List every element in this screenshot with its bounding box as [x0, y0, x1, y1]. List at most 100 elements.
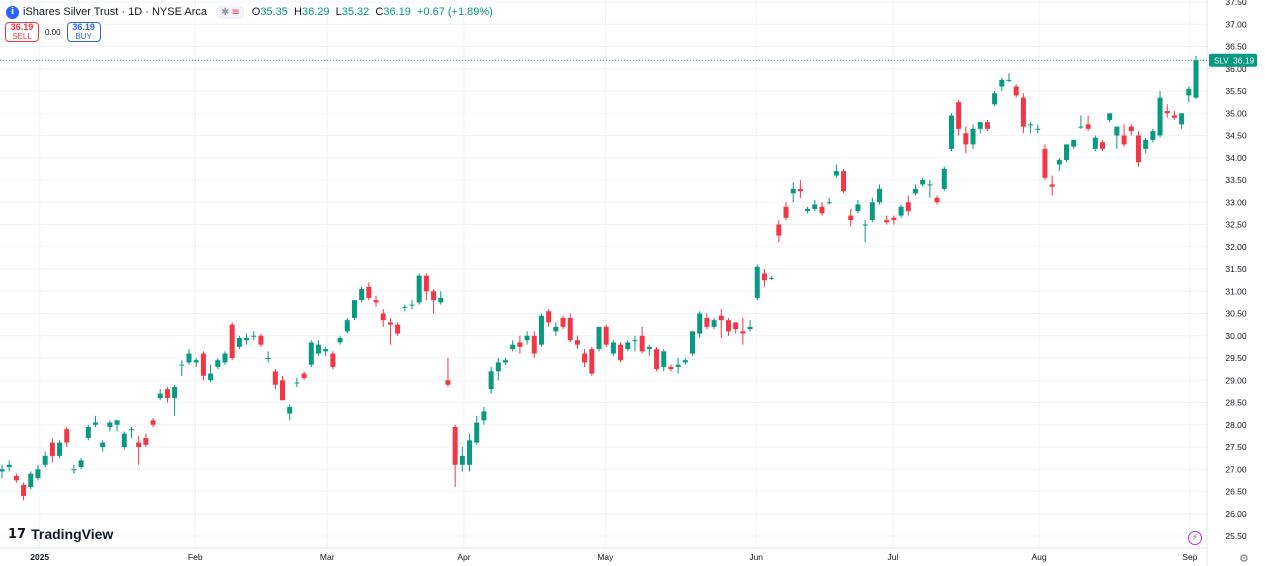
symbol-title[interactable]: iShares Silver Trust · 1D · NYSE Arca [23, 6, 207, 18]
candle[interactable] [610, 340, 616, 356]
candle[interactable] [1049, 175, 1055, 196]
candle[interactable] [704, 313, 710, 330]
candle[interactable] [841, 168, 847, 194]
candle[interactable] [956, 99, 962, 136]
candle[interactable] [546, 309, 552, 327]
candle[interactable] [502, 358, 508, 365]
candle[interactable] [711, 317, 717, 330]
candle[interactable] [848, 208, 854, 227]
candle[interactable] [797, 180, 803, 198]
candle[interactable] [459, 447, 465, 472]
candle[interactable] [898, 204, 904, 218]
candle[interactable] [805, 206, 811, 214]
flash-icon[interactable]: ⚡ [1188, 531, 1202, 545]
candle[interactable] [359, 286, 365, 303]
candle[interactable] [28, 471, 34, 490]
candle[interactable] [251, 331, 257, 341]
candle[interactable] [294, 378, 300, 387]
candle[interactable] [884, 215, 890, 225]
candle[interactable] [431, 289, 437, 314]
candle[interactable] [1114, 126, 1120, 149]
candle[interactable] [495, 358, 501, 381]
candle[interactable] [538, 313, 544, 347]
candle[interactable] [244, 333, 250, 345]
candle[interactable] [668, 364, 674, 372]
candle[interactable] [725, 317, 731, 336]
candle[interactable] [258, 333, 264, 347]
candle[interactable] [136, 435, 142, 465]
candle[interactable] [474, 415, 480, 445]
candle[interactable] [179, 360, 185, 376]
candle[interactable] [481, 406, 487, 425]
candle[interactable] [157, 389, 163, 401]
candle[interactable] [1107, 113, 1113, 123]
candle[interactable] [1064, 144, 1070, 163]
candle[interactable] [1164, 104, 1170, 118]
candle[interactable] [107, 420, 113, 432]
candle[interactable] [315, 340, 321, 356]
candle[interactable] [409, 300, 415, 310]
candle[interactable] [1186, 86, 1192, 103]
candle[interactable] [265, 351, 271, 363]
candle[interactable] [654, 346, 660, 372]
candle[interactable] [582, 349, 588, 367]
candle[interactable] [57, 440, 63, 459]
candle[interactable] [977, 122, 983, 134]
menu-icon[interactable]: ≡ [231, 6, 240, 18]
candle[interactable] [761, 269, 767, 287]
candle[interactable] [891, 215, 897, 225]
candle[interactable] [200, 351, 206, 381]
candle[interactable] [1013, 84, 1019, 98]
candle[interactable] [114, 420, 120, 432]
candle[interactable] [776, 220, 782, 243]
candle[interactable] [366, 282, 372, 301]
candle[interactable] [833, 164, 839, 178]
candle[interactable] [510, 340, 516, 352]
candle[interactable] [452, 424, 458, 488]
candle[interactable] [1135, 131, 1141, 167]
candle[interactable] [222, 351, 228, 365]
candle[interactable] [790, 182, 796, 203]
candle[interactable] [934, 195, 940, 205]
price-axis[interactable]: 25.50 26.00 26.50 27.00 27.50 28.00 28.50 29.00… [1225, 0, 1247, 541]
candle[interactable] [208, 364, 214, 383]
candle[interactable] [100, 440, 106, 452]
candle[interactable] [567, 313, 573, 343]
candle[interactable] [1150, 128, 1156, 143]
candle[interactable] [1157, 91, 1163, 138]
candle[interactable] [193, 358, 199, 367]
indicator-toggle[interactable]: ✱ ≡ [217, 5, 244, 19]
candle[interactable] [646, 344, 652, 356]
candle[interactable] [1071, 139, 1077, 149]
candle[interactable] [35, 464, 41, 481]
candle[interactable] [984, 119, 990, 132]
candle[interactable] [999, 77, 1005, 91]
candle[interactable] [948, 113, 954, 152]
candle[interactable] [1035, 124, 1041, 134]
candle[interactable] [697, 311, 703, 338]
candle[interactable] [754, 264, 760, 301]
candle[interactable] [128, 426, 134, 439]
candle[interactable] [941, 166, 947, 192]
candle[interactable] [862, 220, 868, 243]
candle[interactable] [49, 438, 55, 463]
candle[interactable] [517, 335, 523, 354]
candle[interactable] [13, 473, 19, 483]
candle[interactable] [323, 346, 329, 356]
candle[interactable] [912, 184, 918, 196]
candle[interactable] [1028, 122, 1034, 134]
candle[interactable] [380, 309, 386, 327]
tradingview-logo[interactable]: 17 TradingView [8, 526, 113, 542]
candle[interactable] [524, 331, 530, 345]
candle[interactable] [229, 322, 235, 361]
candle[interactable] [215, 358, 221, 370]
candle[interactable] [682, 358, 688, 365]
candle[interactable] [553, 322, 559, 336]
candle[interactable] [93, 415, 99, 427]
candle[interactable] [869, 197, 875, 223]
candle[interactable] [1099, 139, 1105, 152]
candle[interactable] [603, 324, 609, 347]
candle[interactable] [330, 351, 336, 370]
candle[interactable] [963, 126, 969, 154]
